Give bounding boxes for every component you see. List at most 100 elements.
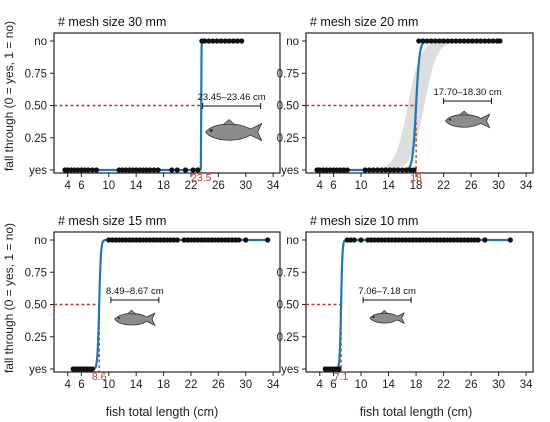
x-tick-label: 30 <box>239 379 252 391</box>
fish-body <box>369 312 405 325</box>
x-tick-label: 34 <box>267 180 280 192</box>
fish-fin <box>222 119 236 126</box>
x-tick-label: 10 <box>102 180 115 192</box>
y-axis-label-top: fall through (0 = yes, 1 = no) <box>2 21 16 171</box>
y-tick-label: 0.75 <box>25 267 47 279</box>
data-point-yes <box>190 167 196 173</box>
data-point-yes <box>182 167 189 173</box>
fitted-curve <box>73 238 268 371</box>
data-point-no <box>243 237 249 243</box>
data-point-yes <box>85 167 91 173</box>
data-point-no <box>226 38 232 44</box>
data-point-yes <box>362 167 368 173</box>
confidence-band <box>306 41 533 170</box>
data-point-no <box>469 38 476 44</box>
panel-title: # mesh size 20 mm <box>310 15 418 29</box>
data-point-no <box>482 38 488 44</box>
x-tick-label: 10 <box>102 379 115 391</box>
y-tick-label: no <box>34 36 47 48</box>
plot-frame <box>53 32 281 174</box>
data-point-no <box>265 237 271 243</box>
data-point-no <box>428 38 434 44</box>
y-tick-label: no <box>34 235 47 247</box>
plot-frame <box>305 32 534 174</box>
panel-1: # mesh size 30 mm yes 0.25 0.50 0.75 no 4 6 10 14… <box>25 15 281 192</box>
data-point-yes <box>395 167 401 173</box>
data-point-yes <box>391 167 397 173</box>
fitted-curve <box>325 238 511 371</box>
panel-4: # mesh size 10 mm yes 0.25 0.50 0.75 no 4 6 10 14… <box>277 214 534 391</box>
data-point-no <box>210 38 216 44</box>
x-tick-label: 6 <box>78 180 84 192</box>
x-tick-label: 22 <box>185 180 198 192</box>
threshold-label: 7.1 <box>334 371 349 383</box>
x-tick-label: 18 <box>157 379 170 391</box>
y-tick-label: 0.75 <box>277 68 299 80</box>
x-tick-label: 22 <box>185 379 198 391</box>
data-point-no <box>440 38 447 44</box>
range-label: 17.70–18.30 cm <box>434 87 502 98</box>
fish-icon <box>445 110 491 129</box>
data-point-yes <box>174 167 180 173</box>
y-tick-label: yes <box>281 165 299 177</box>
fish-eye <box>117 317 120 320</box>
x-tick-label: 26 <box>465 379 478 391</box>
data-point-yes <box>387 167 393 173</box>
data-point-yes <box>403 167 410 173</box>
data-point-yes <box>383 167 389 173</box>
y-tick-label: 0.50 <box>25 101 47 113</box>
y-tick-label: 0.50 <box>277 300 299 312</box>
x-tick-label: 10 <box>355 180 368 192</box>
data-point-no <box>465 38 471 44</box>
data-point-yes <box>366 167 372 173</box>
data-point-no <box>214 38 220 44</box>
x-tick-label: 14 <box>382 180 395 192</box>
threshold-label: 18 <box>410 172 422 184</box>
y-tick-label: no <box>286 36 299 48</box>
y-tick-label: no <box>286 235 299 247</box>
data-point-no <box>222 38 228 44</box>
y-tick-label: 0.25 <box>25 133 47 145</box>
x-axis-label-left: fish total length (cm) <box>106 405 219 419</box>
x-tick-label: 34 <box>520 180 533 192</box>
data-point-no <box>202 38 208 44</box>
fish-icon <box>369 310 405 325</box>
data-point-no <box>486 38 492 44</box>
panel-title: # mesh size 15 mm <box>58 214 166 228</box>
x-tick-label: 34 <box>267 379 280 391</box>
y-tick-label: 0.75 <box>25 68 47 80</box>
data-point-no <box>239 38 245 44</box>
x-tick-label: 26 <box>212 379 225 391</box>
fish-icon <box>205 119 263 142</box>
data-point-yes <box>151 167 157 173</box>
x-tick-label: 30 <box>239 180 252 192</box>
data-point-yes <box>89 167 95 173</box>
x-tick-label: 14 <box>382 379 395 391</box>
x-tick-label: 14 <box>130 180 143 192</box>
data-point-no <box>358 237 364 243</box>
fish-fin <box>126 309 137 315</box>
x-tick-label: 6 <box>330 180 336 192</box>
fish-eye <box>372 316 375 319</box>
x-tick-label: 30 <box>492 180 505 192</box>
y-tick-label: 0.25 <box>277 332 299 344</box>
x-tick-label: 22 <box>437 379 450 391</box>
data-point-no <box>236 237 242 243</box>
x-tick-label: 14 <box>130 379 143 391</box>
data-point-no <box>218 38 224 44</box>
data-point-no <box>230 38 237 44</box>
data-point-yes <box>374 167 381 173</box>
data-point-yes <box>344 167 350 173</box>
fish-fin <box>458 110 470 116</box>
x-axis-label-right: fish total length (cm) <box>360 405 473 419</box>
data-point-no <box>206 38 212 44</box>
x-tick-label: 30 <box>492 379 505 391</box>
x-tick-label: 18 <box>410 180 423 192</box>
data-point-no <box>457 38 463 44</box>
x-tick-label: 18 <box>410 379 423 391</box>
data-point-no <box>461 38 467 44</box>
fish-fin <box>380 310 389 315</box>
y-tick-label: 0.75 <box>277 267 299 279</box>
fish-icon <box>114 309 156 327</box>
